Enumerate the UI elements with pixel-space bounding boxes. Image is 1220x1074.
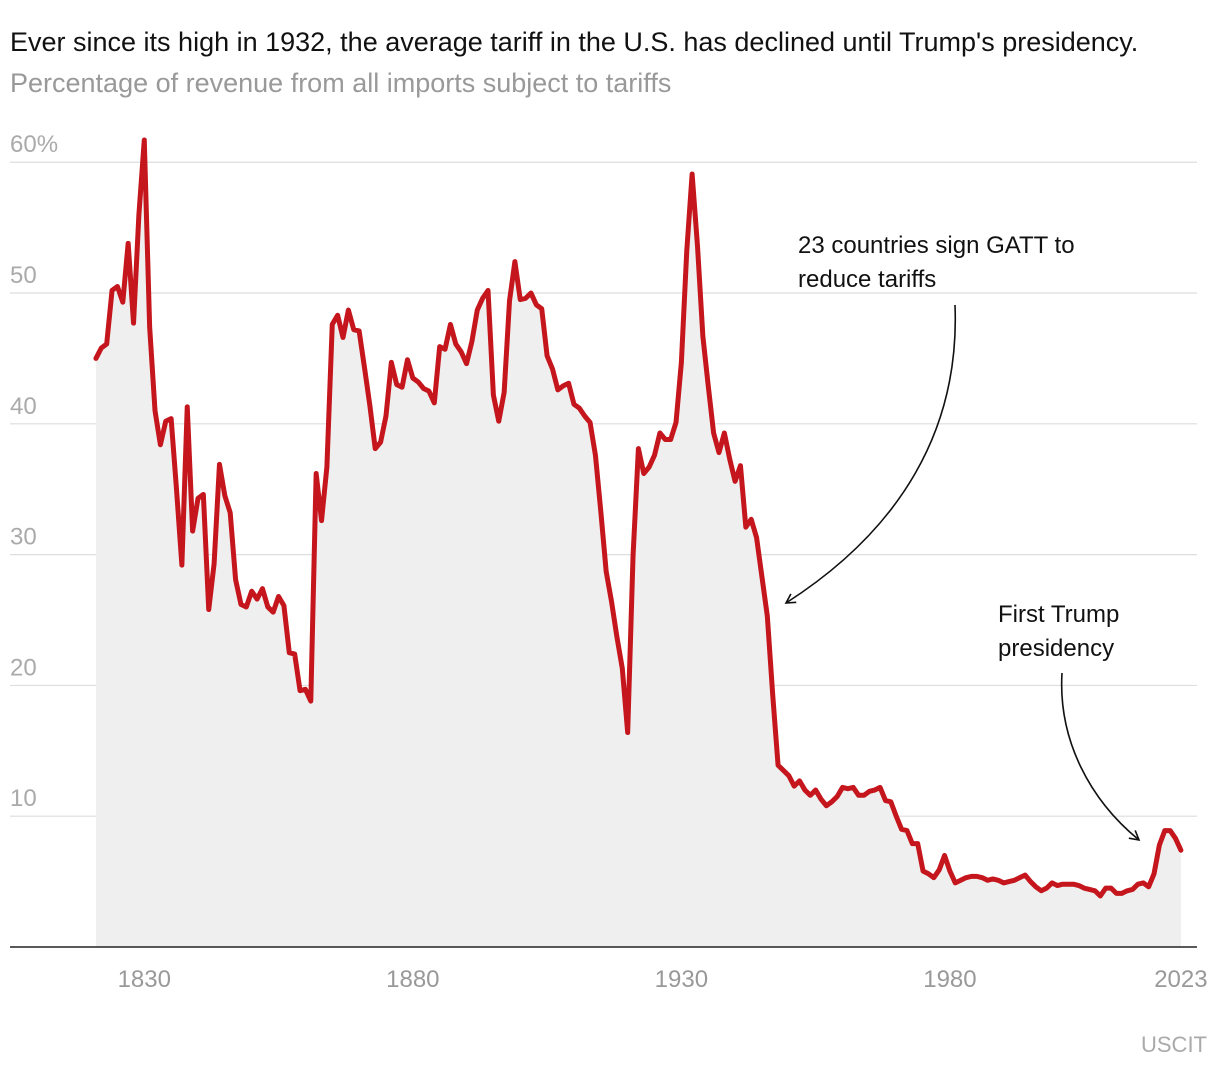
- annotation: reduce tariffs: [798, 266, 936, 293]
- annotation-arrow: [1060, 672, 1141, 842]
- source: USCIT: [1141, 1032, 1207, 1057]
- area: [95, 140, 1181, 947]
- plot-area: [93, 137, 1184, 947]
- axes: 10 20 30 40 50 60% 1830 1880 1930 1980 2023: [10, 131, 1208, 993]
- y-tick-label: 50: [10, 262, 37, 289]
- annotation: First Trump: [998, 601, 1119, 628]
- x-tick-label: 1880: [386, 966, 439, 993]
- line: [93, 137, 1184, 899]
- heading: Ever since its high in 1932, the average…: [10, 22, 1215, 104]
- x-tick-label: 2023: [1154, 966, 1207, 993]
- y-tick-label: 10: [10, 785, 37, 812]
- y-tick-label: 40: [10, 393, 37, 420]
- y-tick-label: 20: [10, 654, 37, 681]
- x-tick-label: 1980: [923, 966, 976, 993]
- annotation: 23 countries sign GATT to: [798, 232, 1075, 259]
- x-tick-label: 1930: [655, 966, 708, 993]
- chart-title: Ever since its high in 1932, the average…: [10, 27, 1139, 57]
- y-tick-label: 30: [10, 524, 37, 551]
- annotation-arrow: [784, 304, 957, 604]
- y-tick-label: 60%: [10, 131, 58, 158]
- x-tick-label: 1830: [118, 966, 171, 993]
- chart-subtitle: Percentage of revenue from all imports s…: [10, 68, 672, 98]
- annotation: presidency: [998, 635, 1114, 662]
